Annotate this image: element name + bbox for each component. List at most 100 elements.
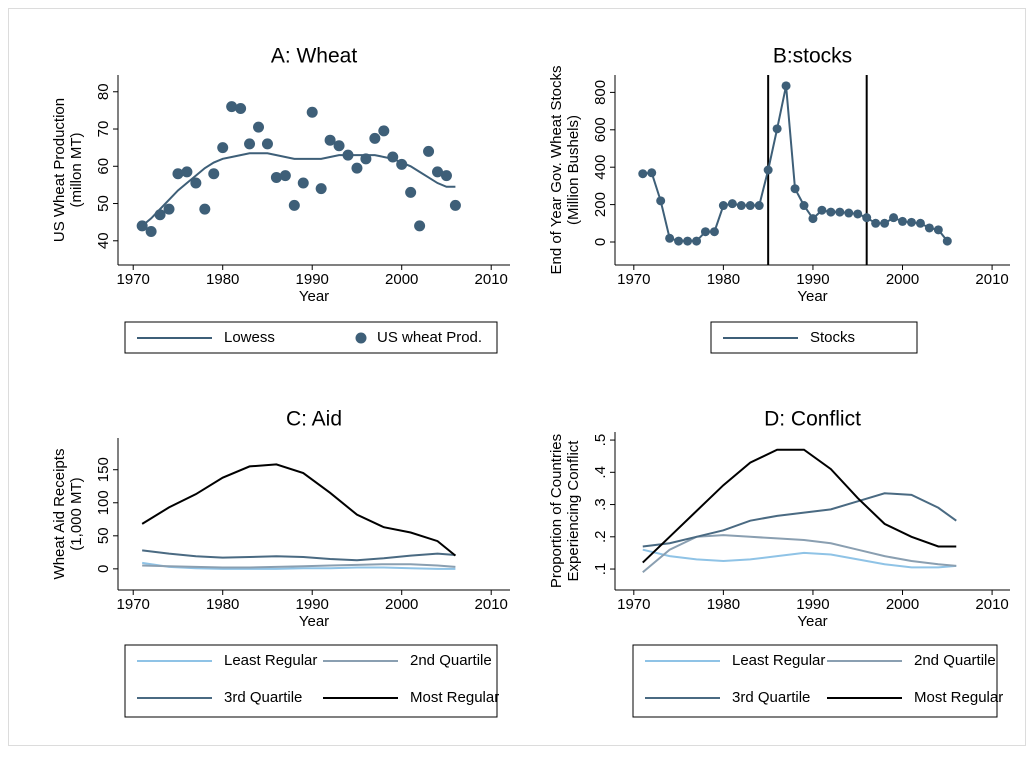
data-point bbox=[297, 177, 309, 189]
x-tick-label: 2000 bbox=[886, 596, 919, 613]
legend-label: 2nd Quartile bbox=[410, 652, 492, 669]
x-tick-label: 1970 bbox=[117, 596, 150, 613]
data-point bbox=[315, 183, 327, 195]
data-point bbox=[270, 171, 282, 183]
data-point bbox=[835, 207, 845, 217]
y-tick-label: 40 bbox=[95, 232, 112, 249]
data-point bbox=[333, 140, 345, 152]
data-point bbox=[279, 170, 291, 182]
y-tick-label: 100 bbox=[95, 490, 112, 515]
data-point bbox=[745, 201, 755, 211]
data-point bbox=[342, 149, 354, 161]
y-tick-label: 0 bbox=[95, 565, 112, 573]
y-axis-title: Wheat Aid Receipts bbox=[51, 449, 68, 580]
series-line bbox=[141, 463, 457, 557]
data-point bbox=[449, 199, 461, 211]
y-tick-label: 600 bbox=[592, 117, 609, 142]
data-point bbox=[181, 166, 193, 178]
x-tick-label: 1970 bbox=[617, 596, 650, 613]
series-line bbox=[642, 492, 957, 548]
x-tick-label: 2010 bbox=[975, 271, 1008, 288]
figure-frame bbox=[8, 8, 1026, 746]
data-point bbox=[172, 168, 184, 180]
data-point bbox=[889, 213, 899, 223]
data-point bbox=[700, 227, 710, 237]
data-point bbox=[862, 213, 872, 223]
series-line bbox=[642, 448, 957, 564]
x-tick-label: 1980 bbox=[707, 271, 740, 288]
data-point bbox=[727, 199, 737, 209]
y-axis-title: Experiencing Conflict bbox=[565, 440, 582, 582]
data-point bbox=[288, 199, 300, 211]
y-tick-label: .3 bbox=[592, 498, 609, 511]
data-point bbox=[638, 169, 648, 179]
series-line bbox=[142, 549, 456, 562]
data-point bbox=[853, 209, 863, 219]
data-point bbox=[915, 218, 925, 228]
data-point bbox=[754, 201, 764, 211]
data-point bbox=[781, 81, 791, 91]
data-point bbox=[880, 218, 890, 228]
x-axis-title: Year bbox=[299, 613, 329, 630]
legend-label: Most Regular bbox=[410, 689, 499, 706]
data-point bbox=[414, 220, 426, 232]
y-tick-label: 50 bbox=[95, 527, 112, 544]
data-point bbox=[736, 201, 746, 211]
data-point bbox=[674, 236, 684, 246]
y-tick-label: 400 bbox=[592, 155, 609, 180]
y-axis-title: (1,000 MT) bbox=[68, 477, 85, 550]
legend-label: US wheat Prod. bbox=[377, 329, 482, 346]
data-point bbox=[656, 196, 666, 206]
panel-title: B:stocks bbox=[773, 45, 852, 68]
data-point bbox=[933, 225, 943, 235]
data-point bbox=[378, 125, 390, 137]
x-tick-label: 2010 bbox=[475, 596, 508, 613]
data-point bbox=[324, 134, 336, 146]
series-line bbox=[142, 561, 456, 570]
data-point bbox=[898, 216, 908, 226]
panel-title: C: Aid bbox=[286, 408, 342, 431]
data-point bbox=[351, 162, 363, 174]
data-point bbox=[808, 214, 818, 224]
data-point bbox=[136, 220, 148, 232]
data-point bbox=[235, 103, 247, 115]
legend-label: 2nd Quartile bbox=[914, 652, 996, 669]
legend-label: Stocks bbox=[810, 329, 855, 346]
data-point bbox=[790, 184, 800, 194]
x-tick-label: 1990 bbox=[296, 271, 329, 288]
data-point bbox=[647, 168, 657, 178]
data-point bbox=[665, 233, 675, 243]
data-point bbox=[163, 203, 175, 215]
x-tick-label: 1980 bbox=[707, 596, 740, 613]
data-point bbox=[145, 225, 157, 237]
data-point bbox=[871, 218, 881, 228]
data-point bbox=[244, 138, 256, 150]
data-point bbox=[423, 145, 435, 157]
legend-label: Least Regular bbox=[732, 652, 825, 669]
y-axis-title: (millon MT) bbox=[68, 133, 85, 208]
x-tick-label: 1990 bbox=[296, 596, 329, 613]
y-tick-label: .2 bbox=[592, 531, 609, 544]
y-tick-label: 150 bbox=[95, 457, 112, 482]
data-point bbox=[692, 236, 702, 246]
data-point bbox=[226, 101, 238, 113]
x-tick-label: 2010 bbox=[475, 271, 508, 288]
panel-title: A: Wheat bbox=[271, 45, 358, 68]
series-line bbox=[642, 548, 957, 569]
x-tick-label: 2000 bbox=[385, 596, 418, 613]
series-line bbox=[142, 563, 456, 569]
legend-label: Least Regular bbox=[224, 652, 317, 669]
legend-box bbox=[632, 644, 998, 718]
data-point bbox=[369, 132, 381, 144]
data-point bbox=[924, 223, 934, 233]
data-point bbox=[942, 236, 952, 246]
data-point bbox=[772, 124, 782, 134]
data-point bbox=[190, 177, 202, 189]
legend-label: Most Regular bbox=[914, 689, 1003, 706]
y-tick-label: 60 bbox=[95, 158, 112, 175]
data-point bbox=[826, 207, 836, 217]
data-point bbox=[217, 142, 229, 154]
x-tick-label: 1970 bbox=[117, 271, 150, 288]
data-point bbox=[799, 201, 809, 211]
